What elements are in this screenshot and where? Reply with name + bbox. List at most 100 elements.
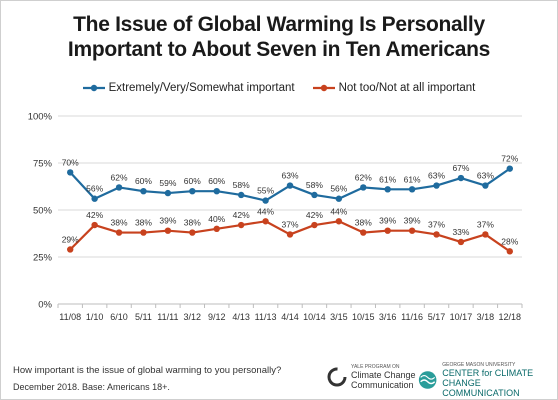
data-label: 38% [184,218,201,228]
data-label: 44% [257,206,274,216]
gmu-logo: GEORGE MASON UNIVERSITY CENTER for CLIMA… [418,362,558,398]
x-tick-label: 12/18 [499,312,522,322]
data-point [67,169,74,176]
data-label: 59% [159,178,176,188]
data-point [457,238,465,246]
x-tick-label: 6/10 [110,312,128,322]
data-point [384,227,391,234]
data-point [213,188,220,195]
data-point [213,225,220,232]
data-point [311,191,318,199]
legend-label-important: Extremely/Very/Somewhat important [108,82,295,94]
data-point [360,229,367,236]
data-label: 61% [404,174,421,184]
x-tick-label: 4/14 [281,312,299,322]
data-label: 60% [184,176,201,186]
data-point [189,188,196,195]
x-tick-label: 5/17 [428,312,446,322]
data-point [360,184,367,191]
data-label: 42% [86,210,103,220]
title-line-2: Important to About Seven in Ten American… [67,38,491,61]
data-label: 38% [355,218,372,228]
x-tick-label: 3/18 [477,312,495,322]
x-tick-label: 9/12 [208,312,226,322]
data-label: 61% [379,174,396,184]
data-point [140,188,147,195]
data-label: 37% [477,219,494,229]
data-label: 29% [62,234,79,244]
data-point [189,229,196,236]
data-label: 33% [452,227,469,237]
y-tick-label: 0% [38,300,52,311]
title-line-1: The Issue of Global Warming Is Personall… [73,13,485,36]
x-tick-label: 11/08 [59,312,81,322]
data-point [433,231,440,238]
data-point [91,221,98,229]
data-point [237,191,245,199]
x-tick-label: 11/13 [255,312,277,322]
data-point [506,165,513,172]
gmu-logo-small: GEORGE MASON UNIVERSITY [442,362,516,368]
data-label: 39% [404,216,421,226]
legend-item-not-important: Not too/Not at all important [312,82,476,94]
data-label: 63% [281,171,298,181]
data-point [311,221,318,229]
yale-logo-line2: Communication [351,380,414,390]
x-tick-label: 3/15 [330,312,348,322]
x-tick-label: 11/11 [157,312,178,322]
data-label: 39% [159,216,176,226]
data-point [67,246,74,253]
legend-swatch-not-important-icon [312,84,335,92]
yale-logo-icon [327,367,347,387]
data-label: 70% [62,157,79,167]
yale-logo-small: YALE PROGRAM ON [351,364,400,370]
x-tick-label: 1/10 [86,312,104,322]
data-point [262,218,269,225]
data-point [433,182,440,189]
data-point [482,231,489,238]
x-tick-label: 5/11 [135,312,152,322]
data-point [115,184,123,191]
data-point [91,195,98,202]
data-point [286,182,294,189]
data-label: 63% [428,171,445,181]
data-label: 56% [86,184,103,194]
data-label: 62% [111,172,128,182]
x-tick-label: 4/13 [232,312,250,322]
data-label: 37% [281,219,298,229]
data-label: 60% [135,176,152,186]
data-label: 39% [379,216,396,226]
x-tick-label: 10/14 [303,312,326,322]
data-label: 28% [501,236,518,246]
y-tick-label: 25% [33,253,53,264]
data-point [140,229,147,236]
data-point [457,174,465,182]
data-label: 58% [233,180,250,190]
chart-title: The Issue of Global Warming Is Personall… [0,12,558,62]
legend-label-not-important: Not too/Not at all important [338,82,476,94]
legend-swatch-important-icon [82,84,105,92]
data-point [115,229,123,236]
data-point [384,186,391,193]
data-point [335,218,343,225]
data-point [506,248,513,255]
data-label: 60% [208,176,225,186]
x-tick-label: 10/15 [352,312,375,322]
data-label: 56% [330,184,347,194]
data-point [262,197,269,204]
data-label: 38% [135,218,152,228]
data-point [286,231,294,238]
data-point [408,227,416,234]
data-label: 58% [306,180,323,190]
gmu-logo-line1: CENTER for CLIMATE CHANGE [442,368,534,388]
data-label: 42% [233,210,250,220]
data-point [164,227,172,234]
x-tick-label: 3/16 [379,312,397,322]
yale-logo-line1: Climate Change [351,370,416,380]
data-point [408,186,416,193]
data-label: 40% [208,214,225,224]
data-point [237,221,245,229]
survey-note: December 2018. Base: Americans 18+. [13,382,170,392]
gmu-logo-icon [418,371,437,389]
